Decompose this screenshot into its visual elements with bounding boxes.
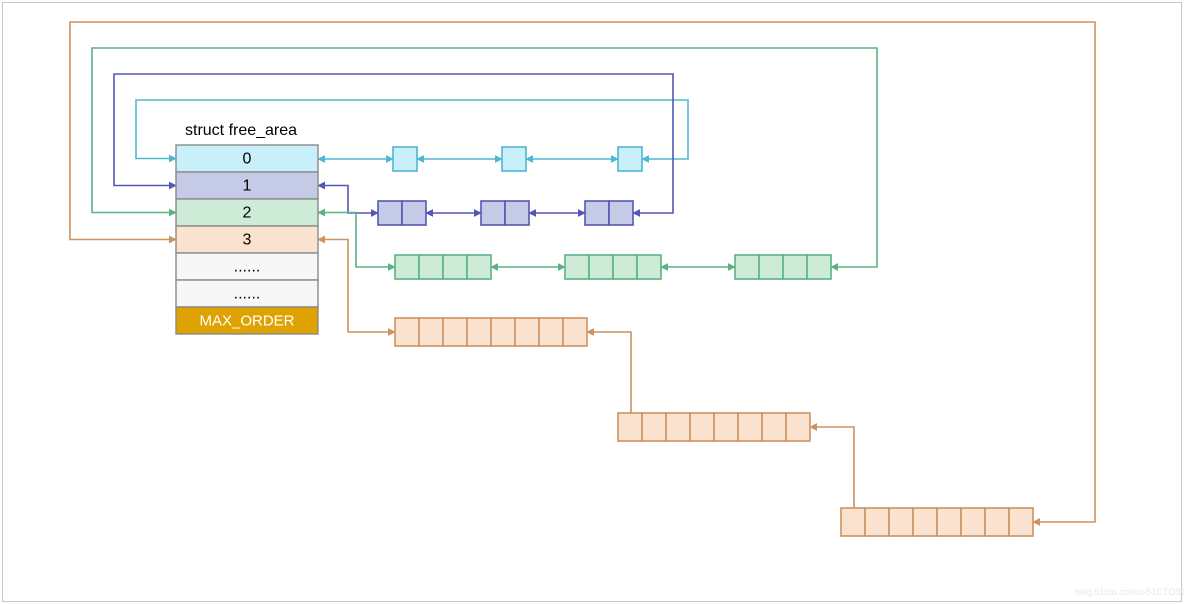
block-order3 <box>395 318 587 346</box>
block-order2 <box>565 255 661 279</box>
block-order3 <box>618 413 810 441</box>
block-order2 <box>735 255 831 279</box>
block-order1 <box>378 201 426 225</box>
block-order2 <box>395 255 491 279</box>
table-title: struct free_area <box>185 122 297 139</box>
block-order0 <box>502 147 526 171</box>
table-row-label: 2 <box>243 205 252 222</box>
table-row-label: ...... <box>234 286 261 303</box>
watermark: blog.51cto.com/u-51CTO博客 <box>1075 586 1184 597</box>
table-row-label: 3 <box>243 232 252 249</box>
block-order3 <box>841 508 1033 536</box>
block-order1 <box>481 201 529 225</box>
block-order0 <box>618 147 642 171</box>
table-row-label: MAX_ORDER <box>199 312 294 329</box>
block-order0 <box>393 147 417 171</box>
table-row-label: ...... <box>234 259 261 276</box>
block-order1 <box>585 201 633 225</box>
table-row-label: 1 <box>243 178 252 195</box>
free-area-table: struct free_area 0 1 2 3............ MAX_ORDE… <box>176 122 318 334</box>
table-row-label: 0 <box>243 151 252 168</box>
